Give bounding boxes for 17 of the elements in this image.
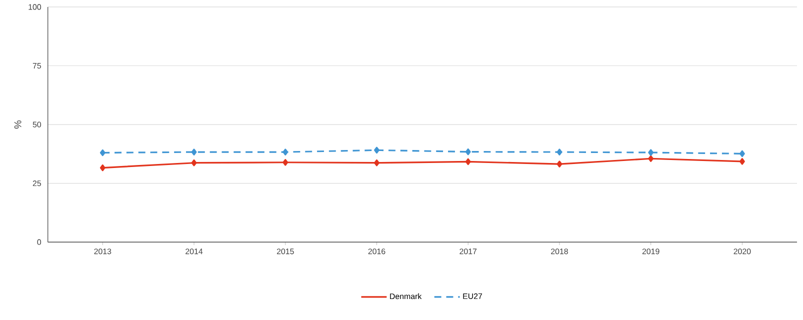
point	[191, 160, 197, 166]
point	[556, 148, 562, 156]
point	[100, 149, 106, 156]
point	[556, 160, 562, 168]
point	[374, 146, 380, 154]
point	[648, 155, 654, 162]
point	[465, 158, 471, 166]
point	[282, 159, 288, 166]
point	[374, 160, 380, 166]
point	[739, 158, 745, 165]
point	[100, 164, 106, 172]
point	[465, 148, 471, 156]
point	[648, 149, 654, 156]
point	[282, 148, 288, 156]
point	[191, 148, 197, 156]
point	[739, 150, 745, 158]
y-axis-title: %	[14, 120, 22, 129]
